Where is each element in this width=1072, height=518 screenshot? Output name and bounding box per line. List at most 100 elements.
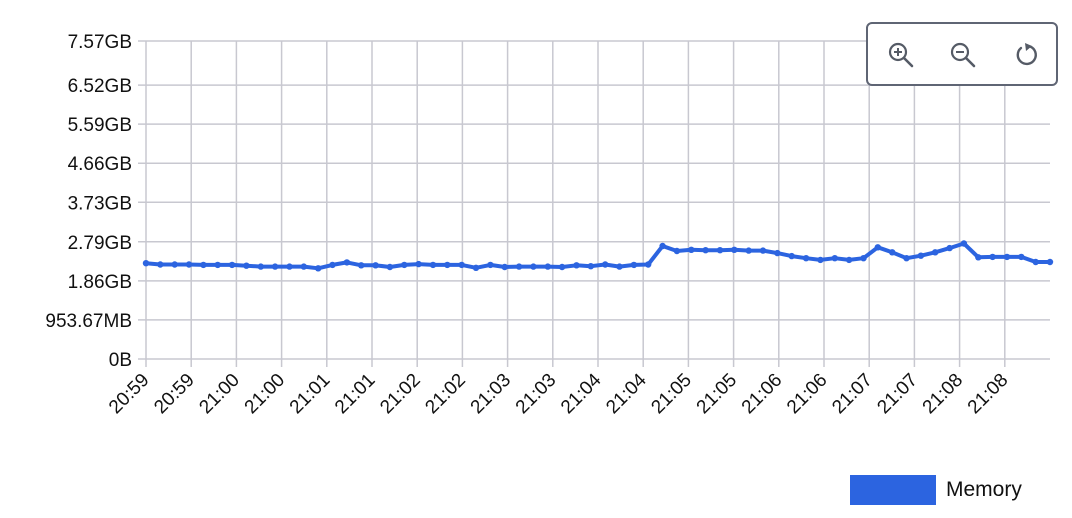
x-tick-label: 20:59 <box>150 370 198 418</box>
x-tick-label: 21:00 <box>195 370 243 418</box>
data-point <box>1046 258 1054 266</box>
data-point <box>243 262 250 269</box>
y-tick-label: 7.57GB <box>68 32 132 53</box>
data-point <box>472 264 480 271</box>
x-tick-label: 21:05 <box>693 370 741 418</box>
data-point <box>487 261 494 269</box>
series-line-memory <box>145 241 1050 271</box>
data-point <box>616 263 623 270</box>
y-tick-label: 3.73GB <box>68 193 132 214</box>
x-tick-label: 20:59 <box>105 370 153 418</box>
data-point <box>329 261 336 269</box>
data-point <box>515 263 523 270</box>
data-point <box>386 263 394 271</box>
data-point <box>975 254 982 261</box>
data-point <box>731 246 738 253</box>
data-point <box>573 262 580 269</box>
data-point <box>960 240 968 247</box>
x-tick-label: 21:02 <box>421 370 469 418</box>
data-point <box>688 246 695 253</box>
x-tick-label: 21:08 <box>919 370 967 418</box>
data-point <box>257 263 264 270</box>
data-point <box>745 247 752 254</box>
data-point <box>458 261 465 269</box>
x-tick-label: 21:06 <box>783 370 831 418</box>
y-axis-tick-labels: 0B 953.67MB 1.86GB 2.79GB 3.73GB 4.66GB 5.59GB… <box>45 32 132 371</box>
x-tick-label: 21:02 <box>376 370 424 418</box>
y-tick-label: 2.79GB <box>68 233 132 254</box>
chart-legend: Memory <box>850 474 1022 506</box>
zoom-in-button[interactable] <box>884 38 918 72</box>
data-point <box>903 255 910 262</box>
data-point <box>429 261 437 269</box>
data-point <box>501 263 508 271</box>
data-point <box>214 261 221 269</box>
data-point <box>989 253 996 261</box>
data-point <box>315 265 322 272</box>
x-tick-label: 21:04 <box>602 369 651 418</box>
data-point <box>716 247 724 254</box>
y-tick-label: 953.67MB <box>45 311 132 332</box>
horizontal-grid <box>138 40 1050 360</box>
legend-label-memory: Memory <box>946 478 1022 501</box>
zoom-out-icon <box>950 42 976 68</box>
zoom-in-icon <box>888 42 914 68</box>
data-point <box>802 255 810 262</box>
data-point <box>673 247 681 255</box>
reset-zoom-button[interactable] <box>1010 38 1044 72</box>
data-point <box>358 262 365 269</box>
data-point <box>372 262 379 269</box>
data-point <box>157 261 164 268</box>
data-point <box>702 247 709 254</box>
y-tick-label: 6.52GB <box>68 76 132 97</box>
reset-icon <box>1016 43 1037 66</box>
data-point <box>558 263 566 271</box>
data-point <box>343 259 351 266</box>
data-point <box>889 249 896 256</box>
series-memory <box>142 240 1054 272</box>
data-point <box>530 263 537 270</box>
data-point <box>415 260 422 268</box>
chart-toolbar <box>866 22 1058 86</box>
data-point <box>602 261 609 268</box>
x-tick-label: 21:07 <box>873 370 921 418</box>
data-point <box>1032 258 1039 266</box>
x-tick-label: 21:06 <box>738 370 786 418</box>
data-point <box>444 261 451 269</box>
data-point <box>1018 253 1025 261</box>
x-tick-label: 21:01 <box>331 370 379 418</box>
data-point <box>860 255 867 262</box>
zoom-out-button[interactable] <box>946 38 980 72</box>
data-point <box>788 252 795 260</box>
data-point <box>171 261 178 268</box>
data-point <box>200 261 207 269</box>
y-tick-label: 4.66GB <box>68 154 132 175</box>
vertical-grid <box>145 41 1006 367</box>
y-tick-label: 0B <box>109 350 132 371</box>
data-point <box>228 261 236 269</box>
data-point <box>142 260 150 267</box>
data-point <box>286 263 293 270</box>
x-tick-label: 21:00 <box>241 370 289 418</box>
x-tick-label: 21:04 <box>557 369 606 418</box>
data-point <box>1003 253 1011 261</box>
data-point <box>185 261 193 268</box>
legend-swatch-memory[interactable] <box>850 475 936 505</box>
data-point <box>300 263 307 270</box>
y-tick-label: 5.59GB <box>68 115 132 136</box>
data-point <box>271 263 279 270</box>
data-point <box>587 263 594 270</box>
data-point <box>946 244 953 252</box>
data-point <box>874 244 881 251</box>
data-point <box>774 249 781 257</box>
data-point <box>845 256 853 264</box>
x-tick-label: 21:08 <box>964 370 1012 418</box>
data-point <box>917 252 925 259</box>
data-point <box>630 261 638 269</box>
data-point <box>817 256 824 264</box>
x-tick-label: 21:03 <box>467 370 515 418</box>
y-tick-label: 1.86GB <box>68 272 132 293</box>
data-point <box>831 255 838 262</box>
x-tick-label: 21:07 <box>828 370 876 418</box>
